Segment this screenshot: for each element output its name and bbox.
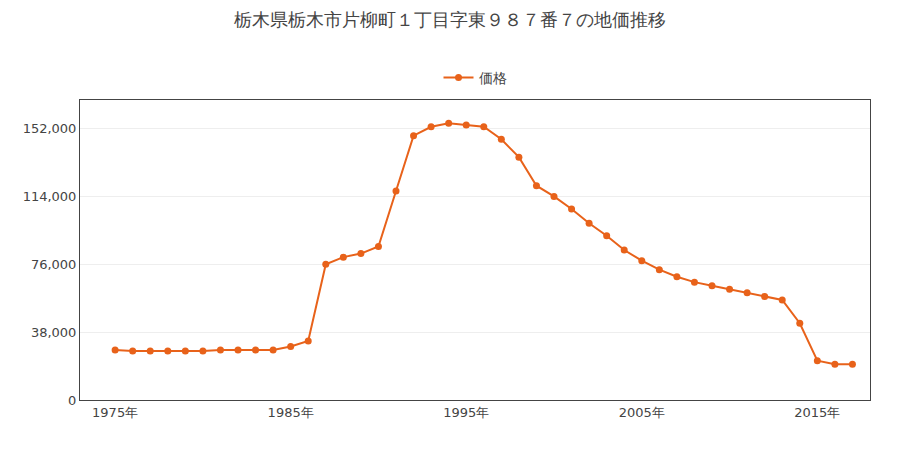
svg-text:38,000: 38,000: [31, 325, 77, 340]
svg-text:0: 0: [68, 393, 76, 408]
svg-text:1995年: 1995年: [443, 405, 489, 420]
svg-text:2005年: 2005年: [619, 405, 665, 420]
svg-text:1975年: 1975年: [92, 405, 138, 420]
svg-text:152,000: 152,000: [23, 121, 77, 136]
svg-text:114,000: 114,000: [23, 189, 77, 204]
svg-text:1985年: 1985年: [268, 405, 314, 420]
svg-text:価格: 価格: [479, 70, 507, 86]
svg-text:栃木県栃木市片柳町１丁目字東９８７番７の地価推移: 栃木県栃木市片柳町１丁目字東９８７番７の地価推移: [234, 9, 666, 30]
svg-text:2015年: 2015年: [794, 405, 840, 420]
svg-text:76,000: 76,000: [31, 257, 77, 272]
